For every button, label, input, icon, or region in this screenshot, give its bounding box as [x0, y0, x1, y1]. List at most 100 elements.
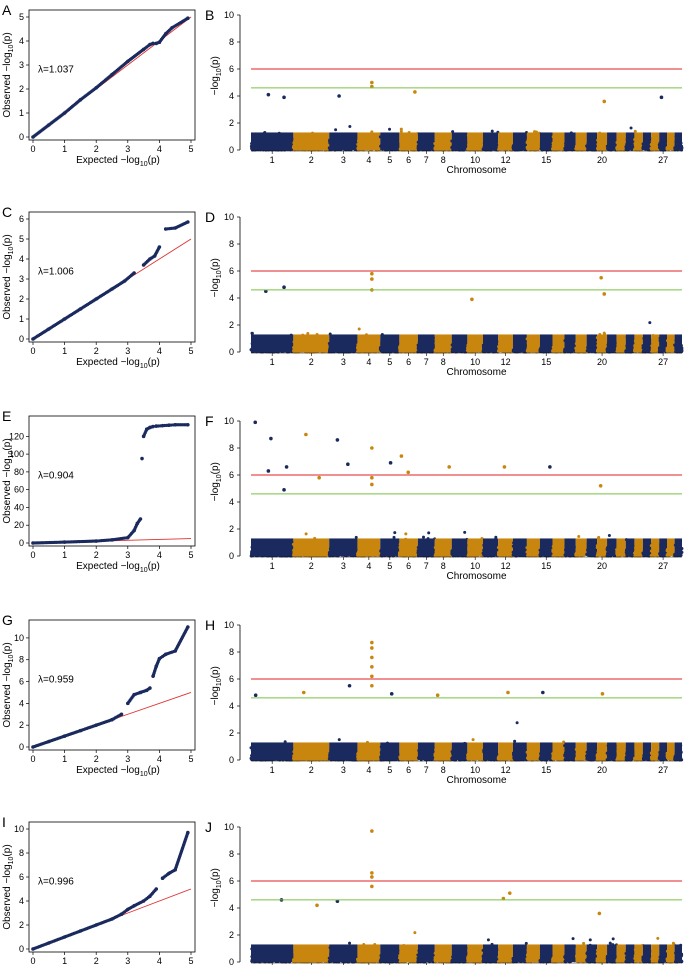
qq-point	[144, 427, 149, 432]
snp-band	[586, 334, 598, 352]
chromosome-label: 6	[406, 357, 411, 367]
chromosome-label: 15	[541, 357, 551, 367]
qq-point	[141, 434, 146, 439]
chromosome-label: 10	[470, 357, 480, 367]
chromosome-label: 7	[424, 155, 429, 165]
snp-point	[357, 327, 361, 331]
snp-band	[434, 334, 452, 352]
y-tick-label: 5	[19, 234, 24, 244]
panel-label: A	[2, 2, 12, 18]
snp-band	[380, 132, 400, 150]
qq-point	[157, 245, 162, 249]
y-tick-label: 2	[229, 524, 234, 534]
snp-band	[251, 132, 294, 150]
chromosome-label: 5	[387, 155, 392, 165]
y-tick-label: 6	[229, 266, 234, 276]
snp-band	[667, 334, 675, 352]
y-tick-label: 8	[229, 239, 234, 249]
x-tick-label: 4	[157, 144, 162, 154]
peak-point	[659, 95, 664, 100]
qq-point	[170, 26, 174, 30]
chromosome-label: 4	[366, 357, 371, 367]
qq-point	[132, 528, 136, 533]
y-tick-label: 60	[14, 485, 24, 495]
snp-band	[539, 334, 553, 352]
y-tick-label: 10	[224, 212, 234, 222]
y-tick-label: 4	[229, 91, 234, 101]
snp-band	[642, 334, 652, 352]
qq-point	[126, 535, 130, 540]
y-tick-label: 4	[19, 254, 24, 264]
y-tick-label: 3	[19, 274, 24, 284]
qq-point	[62, 111, 67, 115]
snp-point	[250, 331, 254, 335]
snp-band	[380, 334, 400, 352]
peak-point	[282, 285, 286, 290]
qq-point	[154, 41, 159, 46]
snp-band	[417, 132, 435, 150]
qq-point	[94, 297, 98, 301]
snp-band	[451, 132, 468, 150]
qq-point	[141, 263, 146, 267]
chromosome-label: 10	[470, 155, 480, 165]
panel-label: B	[205, 7, 214, 23]
chromosome-label: 2	[309, 357, 314, 367]
snp-band	[467, 132, 484, 150]
qq-point	[31, 135, 35, 139]
x-tick-label: 1	[62, 346, 67, 356]
snp-band	[552, 334, 565, 352]
chromosome-label: 20	[597, 357, 607, 367]
qq-point	[47, 327, 51, 331]
peak-point	[370, 271, 374, 276]
x-tick-label: 3	[125, 144, 130, 154]
qq-point	[78, 98, 83, 102]
y-tick-label: 2	[229, 320, 234, 330]
y-tick-label: 2	[229, 118, 234, 128]
y-tick-label: 0	[229, 551, 234, 561]
chromosome-label: 7	[424, 357, 429, 367]
snp-band	[417, 334, 435, 352]
qq-point	[132, 271, 136, 275]
snp-point	[399, 127, 403, 131]
peak-point	[413, 90, 417, 94]
x-tick-label: 5	[188, 550, 193, 560]
x-axis-label: Chromosome	[446, 367, 506, 378]
chromosome-label: 8	[441, 357, 446, 367]
snp-band	[564, 132, 576, 150]
snp-band	[451, 334, 468, 352]
snp-band	[434, 132, 452, 150]
qq-point	[110, 72, 114, 77]
snp-point	[490, 129, 494, 133]
y-tick-label: 40	[14, 502, 24, 512]
snp-point	[334, 128, 338, 132]
x-tick-label: 3	[125, 550, 130, 560]
peak-point	[470, 297, 474, 302]
snp-band	[607, 334, 617, 352]
panel-label: F	[205, 413, 214, 429]
snp-band	[293, 334, 330, 352]
x-tick-label: 3	[125, 346, 130, 356]
snp-point	[348, 124, 352, 128]
qq-point	[154, 424, 159, 428]
peak-point	[337, 94, 341, 98]
y-axis-label: Observed −log10(p)	[2, 234, 15, 319]
y-tick-label: 4	[229, 497, 234, 507]
y-tick-label: 6	[19, 214, 24, 224]
snp-band	[329, 334, 358, 352]
y-axis-label: −log10(p)	[210, 462, 223, 501]
qq-point	[138, 517, 143, 521]
snp-point	[633, 129, 637, 133]
snp-band	[651, 334, 660, 352]
peak-point	[266, 92, 271, 97]
x-tick-label: 0	[30, 144, 35, 154]
snp-band	[357, 132, 381, 150]
snp-band	[607, 132, 617, 150]
panel-label: E	[2, 408, 11, 424]
lambda-label: λ=1.006	[38, 266, 74, 277]
y-tick-label: 2	[19, 294, 24, 304]
qq-point	[148, 425, 152, 430]
chromosome-label: 1	[270, 155, 275, 165]
snp-band	[616, 334, 626, 352]
qq-point	[62, 540, 67, 544]
snp-band	[467, 334, 484, 352]
